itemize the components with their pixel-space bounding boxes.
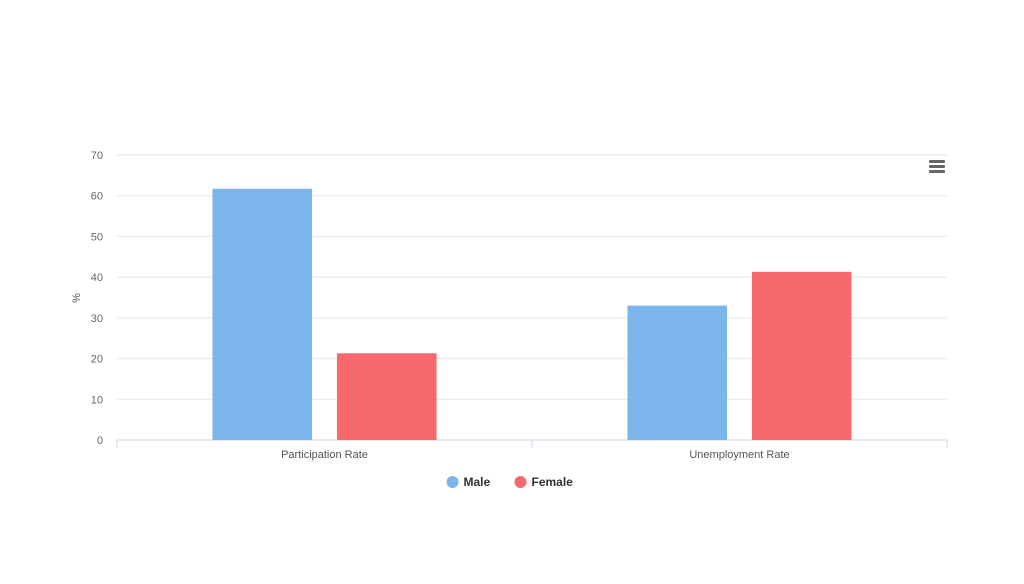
chart-menu-button[interactable] (925, 155, 949, 177)
y-tick-label: 20 (91, 354, 103, 366)
legend-label[interactable]: Female (532, 475, 574, 489)
y-tick-label: 0 (97, 435, 103, 447)
y-tick-label: 30 (91, 313, 103, 325)
x-tick-label: Participation Rate (281, 449, 368, 461)
bar-female-0[interactable] (336, 353, 437, 440)
y-tick-label: 50 (91, 231, 103, 243)
legend-item-male[interactable]: Male (446, 475, 491, 489)
bar-female-1[interactable] (751, 271, 852, 440)
hamburger-menu-icon[interactable] (929, 160, 945, 173)
y-tick-label: 40 (91, 272, 103, 284)
legend: Male Female (446, 475, 574, 489)
bar-male-0[interactable] (212, 188, 313, 440)
y-tick-label: 10 (91, 394, 103, 406)
axis-labels: 0 10 20 30 40 50 60 70 Participation Rate Unemplo… (91, 150, 790, 461)
legend-marker[interactable] (514, 476, 527, 488)
bars (212, 188, 852, 440)
y-tick-label: 60 (91, 191, 103, 203)
x-tick-label: Unemployment Rate (689, 449, 789, 461)
y-tick-label: 70 (91, 150, 103, 162)
axes (116, 439, 948, 448)
legend-label[interactable]: Male (464, 475, 491, 489)
legend-item-female[interactable]: Female (514, 475, 574, 489)
legend-marker[interactable] (446, 476, 459, 488)
y-axis-title: % (71, 293, 83, 303)
bar-male-1[interactable] (627, 305, 728, 440)
